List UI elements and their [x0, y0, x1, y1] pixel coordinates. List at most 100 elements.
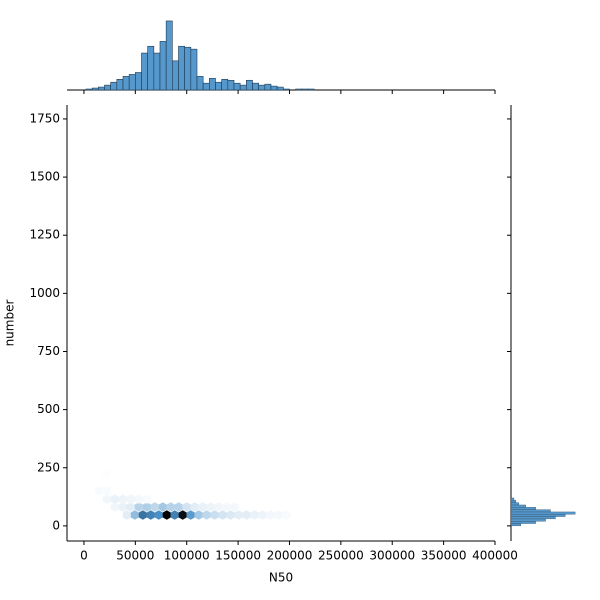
y-tick-label: 1250: [29, 228, 60, 242]
histogram-bar: [252, 82, 259, 91]
histogram-bar: [141, 52, 148, 91]
histogram-bar: [510, 521, 536, 524]
hexbin-cell: [230, 502, 239, 512]
histogram-bar: [510, 497, 515, 501]
hexbin-cell: [190, 502, 199, 512]
histogram-bar: [110, 81, 118, 91]
x-tick-label: 150000: [215, 549, 261, 563]
hexbin-cell: [202, 510, 211, 520]
histogram-bar: [135, 72, 142, 91]
histogram-bar: [159, 41, 167, 91]
histogram-bar: [510, 500, 517, 503]
histogram-bar: [258, 84, 266, 91]
hexbin-cell: [130, 510, 139, 520]
histogram-bar: [283, 88, 290, 91]
y-tick-label: 0: [52, 518, 60, 532]
hexbin-cell: [134, 494, 143, 504]
histogram-bar: [510, 509, 551, 513]
histogram-bar: [178, 45, 185, 91]
histogram-bar: [209, 78, 216, 91]
x-tick-label: 350000: [421, 549, 467, 563]
histogram-bar: [510, 523, 522, 527]
histogram-bar: [227, 79, 235, 91]
histogram-bar: [510, 511, 576, 515]
histogram-bar: [98, 86, 105, 91]
hexbin-cell: [214, 502, 223, 512]
hexbin-cell: [274, 510, 283, 520]
x-tick-label: 100000: [164, 549, 210, 563]
hexbin-cell: [242, 510, 251, 520]
hexbin-cell: [110, 502, 119, 512]
hexbin-cell: [154, 510, 163, 520]
histogram-bar: [510, 507, 536, 510]
histogram-bar: [122, 76, 130, 91]
histogram-bar: [301, 88, 309, 91]
histogram-bar: [307, 88, 315, 91]
histogram-bar: [196, 76, 204, 91]
hexbin-cell: [222, 502, 231, 512]
histogram-bar: [239, 84, 247, 91]
histogram-bar: [510, 502, 520, 506]
histogram-bar: [85, 88, 93, 91]
histogram-bar: [295, 88, 303, 91]
y-tick-label: 1750: [29, 111, 60, 125]
hexbin-cell: [118, 494, 128, 504]
hexbin-cell: [134, 502, 143, 512]
hexbin-cell: [94, 486, 103, 496]
hexbin-cell: [178, 510, 187, 520]
hexbin-cell: [182, 502, 191, 512]
histogram-bar: [270, 85, 278, 91]
hexbin-cell: [206, 502, 215, 512]
histogram-bar: [91, 87, 99, 91]
histogram-bar: [264, 83, 272, 91]
hexbin-cell: [102, 468, 111, 479]
hexbin-cell: [218, 510, 227, 520]
histogram-bar: [172, 60, 179, 91]
hexbin-cell: [138, 510, 147, 520]
x-tick-label: 250000: [318, 549, 364, 563]
x-axis-label: N50: [269, 571, 293, 585]
hexbin-cell: [146, 510, 155, 520]
hexbin-cell: [126, 502, 135, 512]
histogram-bar: [202, 82, 210, 91]
histogram-bar: [153, 52, 161, 91]
histogram-bar: [246, 79, 253, 91]
x-tick-label: 200000: [267, 549, 313, 563]
x-tick-label: 400000: [472, 549, 518, 563]
histogram-bar: [221, 79, 229, 91]
hexbin-cell: [258, 510, 267, 520]
hexbin-cell: [158, 502, 167, 512]
y-tick-label: 1000: [29, 286, 60, 300]
hexbin-cell: [210, 510, 219, 520]
hexbin-cell: [234, 510, 243, 520]
histogram-bar: [215, 81, 222, 91]
histogram-bar: [510, 516, 556, 520]
histogram-bar: [510, 518, 546, 522]
x-tick-label: 300000: [369, 549, 415, 563]
hexbin-cell: [186, 510, 195, 520]
hexbin-cell: [110, 494, 119, 504]
hexbin-cell: [226, 510, 235, 520]
y-tick-label: 1500: [29, 170, 60, 184]
histogram-bar: [190, 48, 198, 91]
histogram-bar: [276, 86, 284, 91]
hexbin-cell: [194, 510, 203, 520]
hexbin-cell: [166, 502, 175, 512]
hexbin-cell: [266, 510, 275, 520]
y-tick-label: 250: [37, 460, 60, 474]
y-tick-label: 750: [37, 344, 60, 358]
histogram-bar: [510, 504, 526, 508]
x-tick-label: 0: [80, 549, 88, 563]
histogram-bar: [184, 46, 192, 91]
histogram-bar: [510, 514, 566, 517]
hexbin-cell: [142, 494, 151, 504]
y-tick-label: 500: [37, 402, 60, 416]
histogram-bar: [165, 20, 173, 91]
hexbin-cell: [118, 502, 128, 512]
hexbin-cell: [126, 494, 135, 504]
histogram-bar: [128, 74, 136, 91]
x-tick-label: 50000: [116, 549, 154, 563]
hexbin-cell: [142, 502, 151, 512]
hexbin-cell: [162, 510, 171, 520]
